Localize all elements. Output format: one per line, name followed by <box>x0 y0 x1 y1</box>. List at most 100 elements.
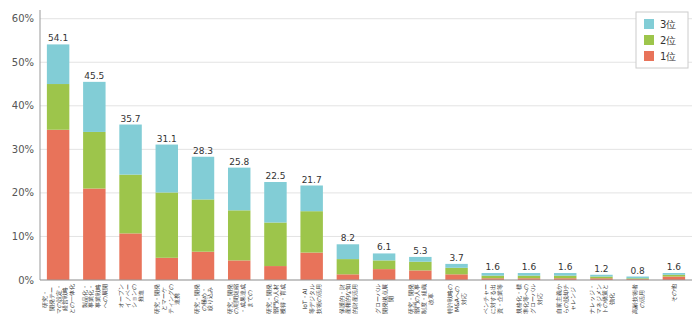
chart: 0%10%20%30%40%50%60%54.145.535.731.128.3… <box>0 0 700 326</box>
bar-segment <box>337 259 359 274</box>
bars <box>47 44 685 280</box>
bar-segment <box>482 273 504 276</box>
bar-segment <box>300 253 322 280</box>
bar-segment <box>264 182 286 223</box>
x-tick-label: 研究・開発の極め・絞り込み <box>193 284 214 314</box>
bar-segment <box>445 274 467 280</box>
x-tick-label: ベンチャーに対する出資・企業等 <box>482 284 504 314</box>
legend-label: 2位 <box>660 35 676 46</box>
bar-segment <box>156 192 178 257</box>
total-label: 1.6 <box>667 262 682 272</box>
bar-segment <box>300 186 322 212</box>
bar-segment <box>119 233 141 280</box>
bar-segment <box>228 168 250 211</box>
x-tick-label: 規格化・標準化等へのグローバル対応 <box>515 284 542 314</box>
y-tick-label: 30% <box>12 144 34 155</box>
bar-segment <box>409 257 431 262</box>
x-tick-label-line: 獲得・育成 <box>279 284 286 314</box>
x-tick-label-line: 改革 <box>427 293 434 305</box>
x-tick-label-line: 対応 <box>536 293 543 305</box>
bar-segment <box>119 125 141 175</box>
x-tick-label: 自前主義からの脱却チャレンジ <box>555 284 576 314</box>
total-label: 25.8 <box>229 157 249 167</box>
x-tick-label-line: 推進 <box>137 290 144 302</box>
x-tick-label: 研究・開発とマーケティングの連携 <box>153 284 180 314</box>
grid-line <box>40 62 692 63</box>
total-label: 1.6 <box>486 262 501 272</box>
x-tick-label-line: ャレンジ <box>569 287 576 311</box>
total-label: 45.5 <box>84 71 104 81</box>
x-tick-label: 保護的・財産権的な知的財産活用 <box>338 284 359 314</box>
y-tick-label: 20% <box>12 187 34 198</box>
y-tick-label: 10% <box>12 231 34 242</box>
bar-segment <box>228 210 250 260</box>
total-label: 21.7 <box>302 175 322 185</box>
x-tick-label: 研究・開発テーマの設定・経営戦略との一体化 <box>41 284 75 314</box>
total-label: 1.6 <box>522 262 537 272</box>
total-label: 35.7 <box>121 114 141 124</box>
bar-segment <box>554 276 576 279</box>
x-tick-label-line: 開 <box>387 296 394 302</box>
bar-segment <box>590 275 612 277</box>
bar-segment <box>264 266 286 280</box>
grid-line <box>40 105 692 106</box>
x-tick-label: 製品化・事業化・事業戦略への展開 <box>81 284 108 308</box>
bar-segment <box>192 199 214 251</box>
y-tick-label: 60% <box>12 13 34 24</box>
bar-segment <box>626 277 648 279</box>
legend-swatch <box>644 51 654 61</box>
bar-segment <box>409 262 431 271</box>
grid <box>40 19 692 280</box>
bar-segment <box>228 260 250 280</box>
legend-swatch <box>644 35 654 45</box>
legend-box <box>636 12 688 68</box>
bar-segment <box>337 244 359 259</box>
x-tick-label: 研究・開発部門の人材獲得・育成 <box>265 284 286 314</box>
bar-segment <box>663 275 685 277</box>
bar-segment <box>83 189 105 280</box>
bar-segment <box>192 157 214 200</box>
total-label: 6.1 <box>377 242 391 252</box>
bar-segment <box>192 252 214 280</box>
total-label: 31.1 <box>157 134 177 144</box>
x-tick-label-line: までの <box>246 290 253 308</box>
x-tick-label: 特許戦略のM&Aへの対応 <box>446 284 467 314</box>
grid-line <box>40 280 692 281</box>
bar-segment <box>300 211 322 252</box>
bar-segment <box>663 273 685 275</box>
bar-segment <box>518 276 540 279</box>
x-tick-label-line: 的財産活用 <box>351 284 358 314</box>
bar-segment <box>337 274 359 280</box>
x-tick-label-line: 強化 <box>608 293 615 305</box>
x-tick-label-line: との一体化 <box>68 284 75 314</box>
bar-segment <box>590 277 612 279</box>
y-tick-label: 50% <box>12 57 34 68</box>
x-tick-label: グローバル開発拠点展開 <box>374 284 395 314</box>
bar-segment <box>482 276 504 279</box>
total-label: 22.5 <box>265 171 285 181</box>
x-tick-label-line: 技術の活用 <box>315 284 322 315</box>
y-tick-label: 0% <box>18 275 34 286</box>
x-tick-label: 高齢技術者の活用 <box>631 284 645 314</box>
x-tick-label-line: 絞り込み <box>206 287 213 312</box>
x-tick-label-line: 連携 <box>173 293 180 305</box>
x-tick-label: オープンイノベーションの推進 <box>117 284 144 308</box>
legend: 3位 2位 1位 <box>636 12 688 68</box>
x-tick-label-line: 対応 <box>460 293 467 305</box>
bar-segment <box>47 84 69 130</box>
bar-segment <box>518 273 540 276</box>
legend-label: 3位 <box>660 19 676 30</box>
x-tick-label: 研究・開発部門の人事制度・組織改革 <box>407 284 434 314</box>
legend-label: 1位 <box>660 51 676 62</box>
bar-segment <box>554 273 576 276</box>
total-label: 28.3 <box>193 146 213 156</box>
x-tick-label-line: その他 <box>670 284 678 302</box>
x-tick-label: 研究・開発の期間短縮・成果達成までの <box>226 284 253 314</box>
bar-segment <box>83 132 105 189</box>
x-axis-line <box>40 280 692 281</box>
bar-segment <box>47 130 69 280</box>
x-tick-label: その他 <box>670 284 678 302</box>
total-label: 3.7 <box>449 253 463 263</box>
y-tick-label: 40% <box>12 100 34 111</box>
bar-segment <box>373 260 395 269</box>
